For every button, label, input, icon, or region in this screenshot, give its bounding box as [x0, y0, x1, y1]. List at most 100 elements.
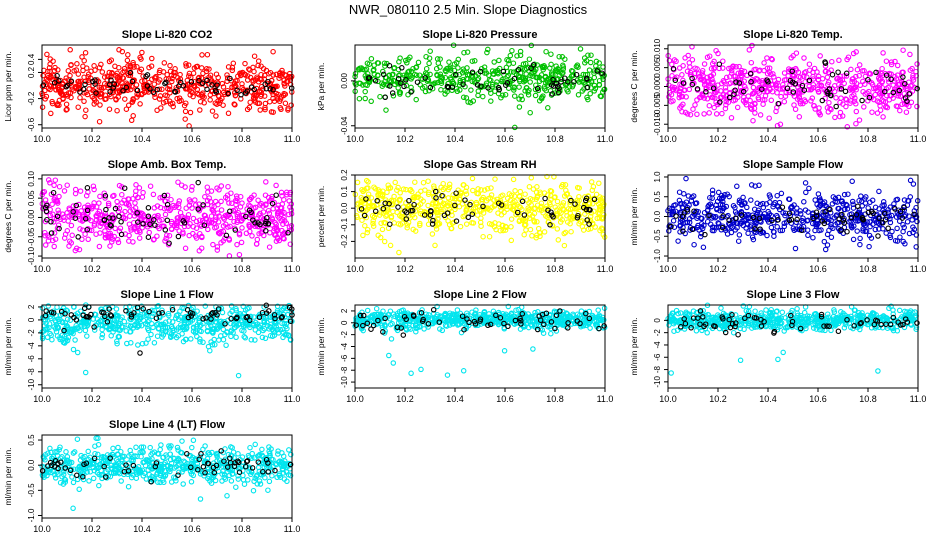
x-tick-label: 10.6	[183, 264, 201, 274]
x-tick-label: 10.4	[446, 134, 464, 144]
data-point	[70, 233, 74, 237]
data-point	[397, 250, 401, 254]
x-tick-label: 10.8	[233, 134, 251, 144]
data-point	[749, 61, 753, 65]
y-tick-label: 0.000	[653, 76, 662, 97]
y-tick-label: 0.0	[340, 202, 349, 214]
data-point	[797, 115, 801, 119]
data-point	[862, 105, 866, 109]
data-point	[97, 120, 101, 124]
data-point	[746, 231, 750, 235]
data-point	[555, 199, 559, 203]
data-point	[136, 343, 140, 347]
data-point	[782, 71, 786, 75]
data-point	[530, 234, 534, 238]
data-point	[64, 102, 68, 106]
data-point	[510, 49, 514, 53]
data-point	[140, 195, 144, 199]
data-point	[825, 75, 829, 79]
data-point	[227, 254, 231, 258]
x-tick-label: 10.2	[396, 264, 414, 274]
data-point	[793, 107, 797, 111]
data-point	[66, 219, 70, 223]
data-point	[98, 194, 102, 198]
data-point	[702, 112, 706, 116]
data-point	[492, 60, 496, 64]
data-point	[120, 193, 124, 197]
data-point	[52, 183, 56, 187]
data-point-selected	[543, 196, 547, 200]
data-point	[802, 200, 806, 204]
data-point	[712, 105, 716, 109]
data-point	[163, 212, 167, 216]
data-point	[578, 47, 582, 51]
data-point	[804, 190, 808, 194]
data-point	[83, 232, 87, 236]
data-point	[419, 189, 423, 193]
data-points	[666, 176, 920, 251]
data-point	[509, 217, 513, 221]
data-point	[235, 242, 239, 246]
data-point	[217, 338, 221, 342]
data-point	[524, 228, 528, 232]
data-point-selected	[391, 91, 395, 95]
data-point	[108, 244, 112, 248]
data-point	[229, 304, 233, 308]
y-tick-label: -0.1	[340, 217, 349, 231]
data-point	[97, 244, 101, 248]
y-axis-label: ml/min per min.	[629, 187, 639, 245]
data-point	[256, 198, 260, 202]
data-point	[829, 235, 833, 239]
data-point	[867, 244, 871, 248]
data-point	[544, 50, 548, 54]
data-point	[469, 88, 473, 92]
y-tick-label: -0.2	[27, 91, 36, 105]
data-point	[40, 105, 44, 109]
data-point	[715, 112, 719, 116]
data-point	[109, 334, 113, 338]
data-point	[734, 65, 738, 69]
data-point	[735, 184, 739, 188]
data-point	[556, 238, 560, 242]
y-axis-label: degrees C per min.	[3, 180, 13, 252]
y-tick-label: -6	[27, 355, 36, 363]
data-point	[870, 110, 874, 114]
data-point	[183, 109, 187, 113]
data-point-selected	[795, 217, 799, 221]
data-point	[513, 189, 517, 193]
y-axis-label: degrees C per min.	[629, 50, 639, 122]
data-point	[224, 343, 228, 347]
data-point	[487, 235, 491, 239]
data-point	[702, 62, 706, 66]
data-point	[363, 96, 367, 100]
data-point	[151, 192, 155, 196]
data-point	[529, 176, 533, 180]
data-point	[737, 233, 741, 237]
data-point	[587, 68, 591, 72]
data-point	[86, 237, 90, 241]
data-point	[811, 236, 815, 240]
data-point	[854, 122, 858, 126]
data-point	[252, 54, 256, 58]
data-point	[430, 232, 434, 236]
y-tick-label: 0.2	[340, 169, 349, 181]
data-point-selected	[860, 98, 864, 102]
data-point	[767, 116, 771, 120]
data-point	[904, 110, 908, 114]
data-point	[191, 216, 195, 220]
data-point	[777, 200, 781, 204]
data-point	[887, 98, 891, 102]
x-tick-label: 10.4	[133, 394, 151, 404]
data-point	[82, 59, 86, 63]
data-point	[363, 89, 367, 93]
data-point	[849, 67, 853, 71]
data-point	[546, 106, 550, 110]
data-point	[243, 336, 247, 340]
x-tick-label: 11.0	[597, 264, 614, 274]
data-point	[873, 93, 877, 97]
data-point	[365, 230, 369, 234]
data-point	[762, 61, 766, 65]
